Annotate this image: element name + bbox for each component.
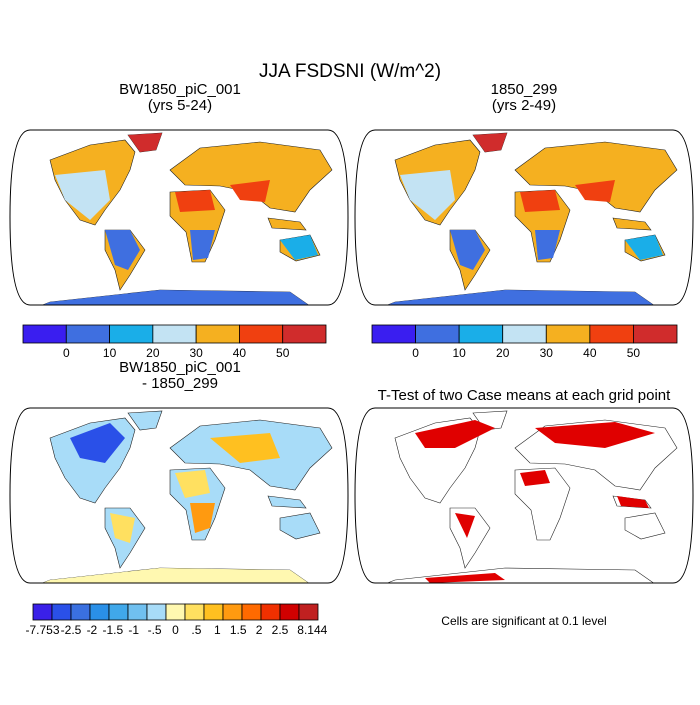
colorbar-label: 30 [540,346,554,360]
colorbar-label: 0 [172,623,179,637]
colorbar-box [415,324,460,344]
colorbar-label: 40 [583,346,597,360]
colorbar-box [282,324,327,344]
panel-title: BW1850_piC_001 [119,359,241,376]
colorbar-box [184,603,205,621]
colorbar-label: 30 [189,346,203,360]
colorbar-label: 2 [256,623,263,637]
colorbar-box [65,324,110,344]
colorbar-label: 2.5 [272,623,289,637]
panel-title: 1850_299 [491,81,558,98]
colorbar-box [108,603,129,621]
colorbar-box [222,603,243,621]
colorbar-label: -2.5 [61,623,82,637]
colorbar-box [195,324,240,344]
colorbar-box [32,603,53,621]
colorbar-label: -7.753 [25,623,59,637]
colorbar-label: 20 [146,346,160,360]
panel-title: BW1850_piC_001 [119,81,241,98]
colorbar-label: 50 [627,346,641,360]
colorbar-label: -1.5 [102,623,123,637]
colorbar-label: 8.144 [297,623,327,637]
colorbar-box [545,324,591,344]
panel-title: (yrs 2-49) [492,97,556,114]
colorbar-label: 20 [496,346,510,360]
note: Cells are significant at 0.1 level [441,614,606,628]
colorbar-box [165,603,186,621]
colorbar-box [51,603,72,621]
colorbar-box [502,324,547,344]
colorbar-box [127,603,148,621]
figure-title: JJA FSDSNI (W/m^2) [259,61,441,82]
panel-title: - 1850_299 [142,375,218,392]
colorbar-box [633,324,678,344]
colorbar-box [89,603,110,621]
colorbar-box [109,324,154,344]
colorbar-box [239,324,284,344]
colorbar-label: 50 [276,346,290,360]
colorbar-label: -.5 [148,623,162,637]
colorbar-box [241,603,262,621]
colorbar-box [279,603,300,621]
colorbar-box [371,324,416,344]
colorbar-label: 40 [233,346,247,360]
colorbar-label: 1 [214,623,221,637]
colorbar-label: 1.5 [230,623,247,637]
colorbar-label: -1 [128,623,139,637]
map-panel [9,407,349,584]
map-panel [9,129,349,306]
colorbar-box [152,324,197,344]
colorbar-box [22,324,67,344]
colorbar-label: 10 [103,346,117,360]
colorbar-label: 0 [412,346,419,360]
colorbar-box [298,603,319,621]
colorbar-label: -2 [87,623,98,637]
colorbar-box [146,603,167,621]
colorbar-label: 10 [452,346,466,360]
colorbar-box [203,603,224,621]
map-panel [354,129,694,306]
panel-title: T-Test of two Case means at each grid po… [378,387,671,404]
panel-title: (yrs 5-24) [148,97,212,114]
map-panel [354,407,694,584]
colorbar-label: 0 [63,346,70,360]
colorbar-label: .5 [191,623,201,637]
colorbar-box [70,603,91,621]
colorbar-box [260,603,281,621]
colorbar-box [589,324,634,344]
colorbar-box [458,324,504,344]
